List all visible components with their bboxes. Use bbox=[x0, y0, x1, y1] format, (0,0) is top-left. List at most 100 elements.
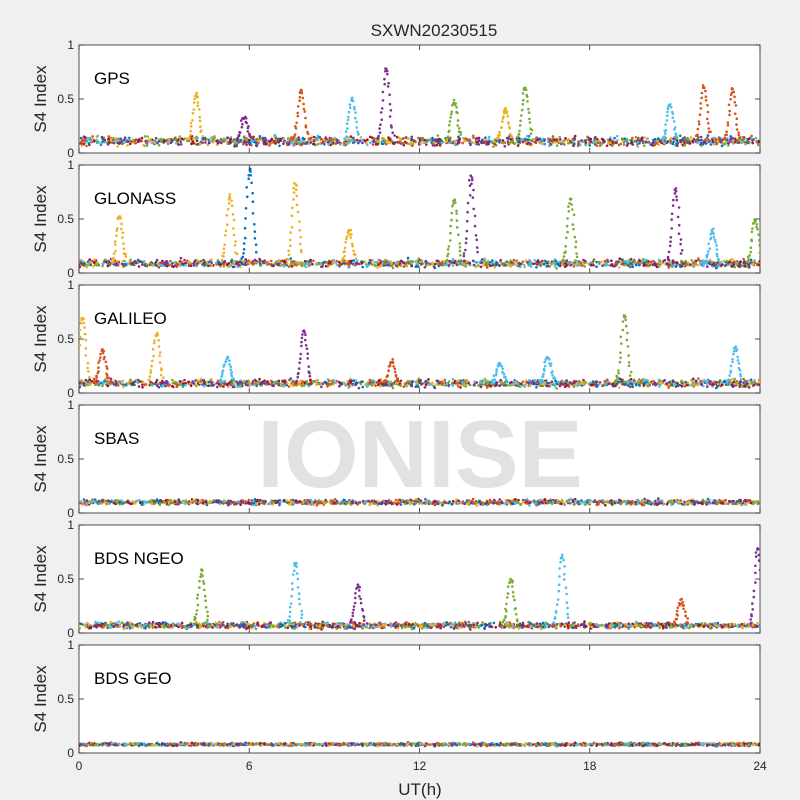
data-point bbox=[369, 259, 373, 262]
spike-point bbox=[79, 350, 80, 354]
data-point bbox=[457, 135, 460, 139]
data-point bbox=[360, 380, 364, 383]
spike-point bbox=[159, 373, 163, 377]
data-point bbox=[423, 386, 427, 389]
spike-point bbox=[471, 196, 475, 199]
data-point bbox=[743, 384, 747, 388]
data-point bbox=[138, 260, 142, 263]
data-point bbox=[298, 261, 301, 264]
data-point bbox=[557, 380, 561, 384]
data-point bbox=[160, 261, 164, 265]
data-point bbox=[353, 139, 356, 142]
spike-point bbox=[221, 373, 224, 376]
data-point bbox=[303, 262, 306, 265]
spike-point bbox=[348, 233, 351, 237]
spike-point bbox=[453, 103, 457, 107]
data-point bbox=[560, 379, 564, 383]
data-point bbox=[361, 385, 365, 389]
spike-point bbox=[229, 365, 233, 369]
data-point bbox=[331, 141, 335, 145]
spike-point bbox=[99, 352, 102, 356]
spike-point bbox=[159, 351, 162, 354]
data-point bbox=[270, 379, 273, 383]
data-point bbox=[327, 265, 330, 268]
data-point bbox=[477, 143, 481, 146]
spike-point bbox=[224, 360, 228, 363]
spike-point bbox=[245, 186, 248, 189]
spike-point bbox=[471, 178, 474, 182]
data-point bbox=[278, 144, 281, 148]
data-point bbox=[277, 262, 281, 265]
data-point bbox=[247, 141, 251, 145]
data-point bbox=[304, 265, 308, 269]
spike-point bbox=[151, 347, 155, 351]
data-point bbox=[247, 259, 251, 263]
spike-point bbox=[353, 253, 357, 256]
data-point bbox=[354, 382, 358, 386]
data-point bbox=[454, 142, 457, 146]
data-point bbox=[88, 143, 91, 147]
data-point bbox=[731, 377, 734, 381]
data-point bbox=[350, 138, 353, 142]
spike-point bbox=[347, 115, 350, 119]
data-point bbox=[184, 384, 187, 387]
data-point bbox=[657, 143, 661, 146]
spike-point bbox=[298, 99, 301, 102]
data-point bbox=[276, 140, 280, 143]
spike-point bbox=[254, 243, 258, 246]
data-point bbox=[638, 259, 641, 263]
data-point bbox=[662, 379, 665, 383]
data-point bbox=[222, 262, 225, 265]
spike-point bbox=[303, 331, 307, 334]
data-point bbox=[633, 140, 636, 143]
spike-point bbox=[352, 249, 355, 253]
spike-point bbox=[113, 240, 117, 243]
axis-box bbox=[78, 284, 761, 394]
data-point bbox=[198, 142, 202, 146]
data-point bbox=[290, 140, 293, 144]
spike-point bbox=[251, 200, 255, 203]
spike-point bbox=[749, 246, 753, 249]
data-point bbox=[588, 144, 591, 147]
data-point bbox=[230, 380, 233, 383]
data-point bbox=[405, 263, 409, 267]
spike-point bbox=[455, 226, 459, 229]
data-point bbox=[690, 379, 693, 382]
data-point bbox=[208, 139, 212, 143]
data-point bbox=[259, 259, 262, 262]
data-point bbox=[666, 263, 670, 266]
data-point bbox=[674, 263, 677, 267]
spike-point bbox=[673, 128, 676, 131]
spike-point bbox=[88, 375, 91, 379]
data-point bbox=[102, 381, 105, 385]
data-point bbox=[704, 379, 707, 383]
data-point bbox=[307, 265, 311, 268]
data-point bbox=[734, 262, 738, 265]
data-point bbox=[80, 383, 83, 387]
data-point bbox=[508, 383, 512, 387]
spike-point bbox=[289, 244, 292, 248]
data-point bbox=[515, 259, 519, 262]
data-point bbox=[749, 378, 753, 382]
spike-point bbox=[661, 139, 664, 143]
spike-point bbox=[758, 251, 760, 255]
data-point bbox=[123, 259, 126, 263]
data-point bbox=[675, 142, 678, 145]
data-point bbox=[704, 138, 707, 142]
data-point bbox=[629, 264, 632, 267]
spike-point bbox=[459, 254, 462, 257]
spike-point bbox=[709, 232, 713, 236]
data-point bbox=[667, 386, 670, 389]
data-point bbox=[526, 381, 529, 384]
spike-point bbox=[727, 103, 731, 107]
data-point bbox=[315, 378, 319, 382]
data-point bbox=[105, 381, 109, 385]
spike-point bbox=[340, 259, 344, 263]
data-point bbox=[133, 141, 136, 144]
data-point bbox=[437, 264, 441, 268]
data-point bbox=[343, 382, 347, 385]
data-point bbox=[489, 141, 493, 144]
data-point bbox=[210, 378, 213, 382]
spike-point bbox=[697, 120, 701, 123]
data-point bbox=[84, 383, 88, 387]
